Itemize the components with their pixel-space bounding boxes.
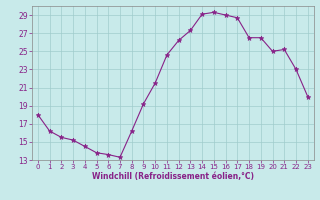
X-axis label: Windchill (Refroidissement éolien,°C): Windchill (Refroidissement éolien,°C): [92, 172, 254, 181]
